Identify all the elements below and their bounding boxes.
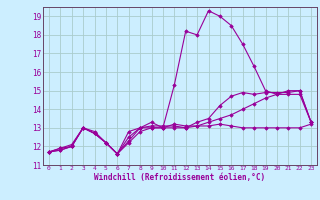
X-axis label: Windchill (Refroidissement éolien,°C): Windchill (Refroidissement éolien,°C) <box>94 173 266 182</box>
